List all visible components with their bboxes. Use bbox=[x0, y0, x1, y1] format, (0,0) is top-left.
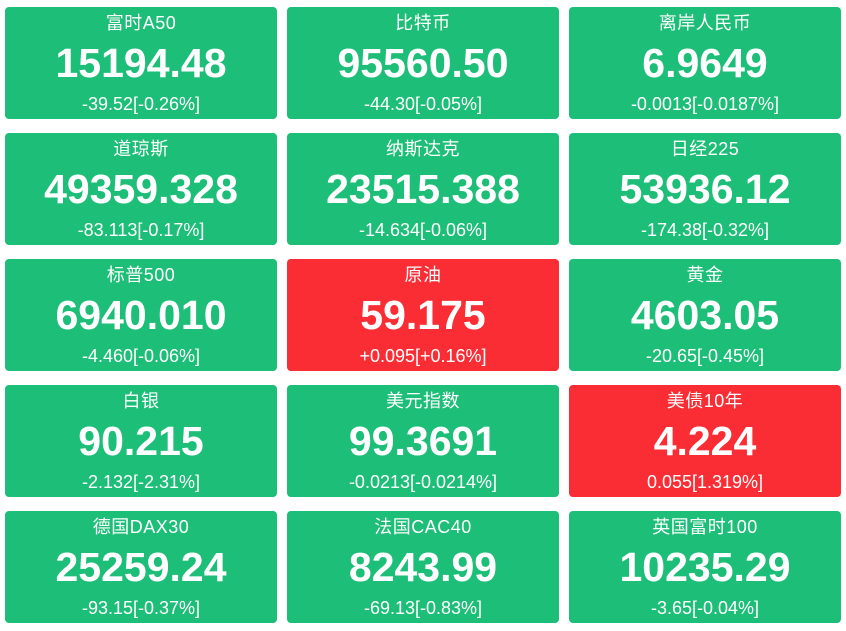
quote-value: 25259.24 bbox=[55, 543, 227, 590]
quote-change: -4.460[-0.06%] bbox=[81, 345, 201, 366]
quote-tile[interactable]: 白银 90.215 -2.132[-2.31%] bbox=[5, 385, 277, 497]
quote-value: 90.215 bbox=[78, 417, 204, 464]
quote-value: 59.175 bbox=[360, 291, 486, 338]
quote-change: -2.132[-2.31%] bbox=[81, 471, 201, 492]
quote-tile[interactable]: 法国CAC40 8243.99 -69.13[-0.83%] bbox=[287, 511, 559, 623]
quote-name: 黄金 bbox=[686, 264, 724, 285]
quote-name: 美元指数 bbox=[386, 390, 460, 411]
quote-tile[interactable]: 日经225 53936.12 -174.38[-0.32%] bbox=[569, 133, 841, 245]
quote-tile[interactable]: 道琼斯 49359.328 -83.113[-0.17%] bbox=[5, 133, 277, 245]
quote-tile[interactable]: 富时A50 15194.48 -39.52[-0.26%] bbox=[5, 7, 277, 119]
quote-tile[interactable]: 比特币 95560.50 -44.30[-0.05%] bbox=[287, 7, 559, 119]
quote-value: 99.3691 bbox=[348, 417, 498, 464]
quote-tile[interactable]: 原油 59.175 +0.095[+0.16%] bbox=[287, 259, 559, 371]
quote-change: -93.15[-0.37%] bbox=[81, 597, 201, 618]
quote-value: 15194.48 bbox=[55, 39, 227, 86]
quote-change: 0.055[1.319%] bbox=[646, 471, 764, 492]
quote-value: 6.9649 bbox=[642, 39, 768, 86]
quote-name: 富时A50 bbox=[105, 12, 177, 33]
quote-tile[interactable]: 标普500 6940.010 -4.460[-0.06%] bbox=[5, 259, 277, 371]
quote-tile[interactable]: 美元指数 99.3691 -0.0213[-0.0214%] bbox=[287, 385, 559, 497]
quote-change: -0.0013[-0.0187%] bbox=[630, 93, 780, 114]
quote-tile[interactable]: 纳斯达克 23515.388 -14.634[-0.06%] bbox=[287, 133, 559, 245]
quote-value: 10235.29 bbox=[619, 543, 791, 590]
quote-tile[interactable]: 离岸人民币 6.9649 -0.0013[-0.0187%] bbox=[569, 7, 841, 119]
quote-change: -20.65[-0.45%] bbox=[645, 345, 765, 366]
quote-change: -3.65[-0.04%] bbox=[650, 597, 760, 618]
quote-name: 英国富时100 bbox=[652, 516, 758, 537]
quote-tile[interactable]: 英国富时100 10235.29 -3.65[-0.04%] bbox=[569, 511, 841, 623]
quote-change: -0.0213[-0.0214%] bbox=[348, 471, 498, 492]
quote-change: -39.52[-0.26%] bbox=[81, 93, 201, 114]
quote-value: 4.224 bbox=[653, 417, 757, 464]
quote-name: 美债10年 bbox=[666, 390, 744, 411]
quote-value: 53936.12 bbox=[619, 165, 791, 212]
quote-name: 日经225 bbox=[670, 138, 740, 159]
quote-value: 8243.99 bbox=[348, 543, 498, 590]
quote-name: 白银 bbox=[122, 390, 160, 411]
quote-name: 比特币 bbox=[395, 12, 451, 33]
quote-tile[interactable]: 黄金 4603.05 -20.65[-0.45%] bbox=[569, 259, 841, 371]
quote-name: 标普500 bbox=[106, 264, 176, 285]
quote-name: 原油 bbox=[404, 264, 442, 285]
quote-name: 纳斯达克 bbox=[386, 138, 460, 159]
quote-name: 法国CAC40 bbox=[374, 516, 472, 537]
quote-tile[interactable]: 美债10年 4.224 0.055[1.319%] bbox=[569, 385, 841, 497]
quote-name: 道琼斯 bbox=[113, 138, 169, 159]
quote-change: -44.30[-0.05%] bbox=[363, 93, 483, 114]
quote-change: -14.634[-0.06%] bbox=[358, 219, 488, 240]
quote-value: 95560.50 bbox=[337, 39, 509, 86]
quote-change: -83.113[-0.17%] bbox=[77, 219, 205, 240]
quote-value: 6940.010 bbox=[55, 291, 227, 338]
quote-value: 23515.388 bbox=[326, 165, 520, 212]
quote-value: 49359.328 bbox=[44, 165, 238, 212]
quote-change: -69.13[-0.83%] bbox=[363, 597, 483, 618]
quote-name: 离岸人民币 bbox=[658, 12, 752, 33]
quote-change: -174.38[-0.32%] bbox=[640, 219, 770, 240]
quote-change: +0.095[+0.16%] bbox=[359, 345, 487, 366]
quote-value: 4603.05 bbox=[630, 291, 780, 338]
quote-name: 德国DAX30 bbox=[92, 516, 190, 537]
quote-tile[interactable]: 德国DAX30 25259.24 -93.15[-0.37%] bbox=[5, 511, 277, 623]
